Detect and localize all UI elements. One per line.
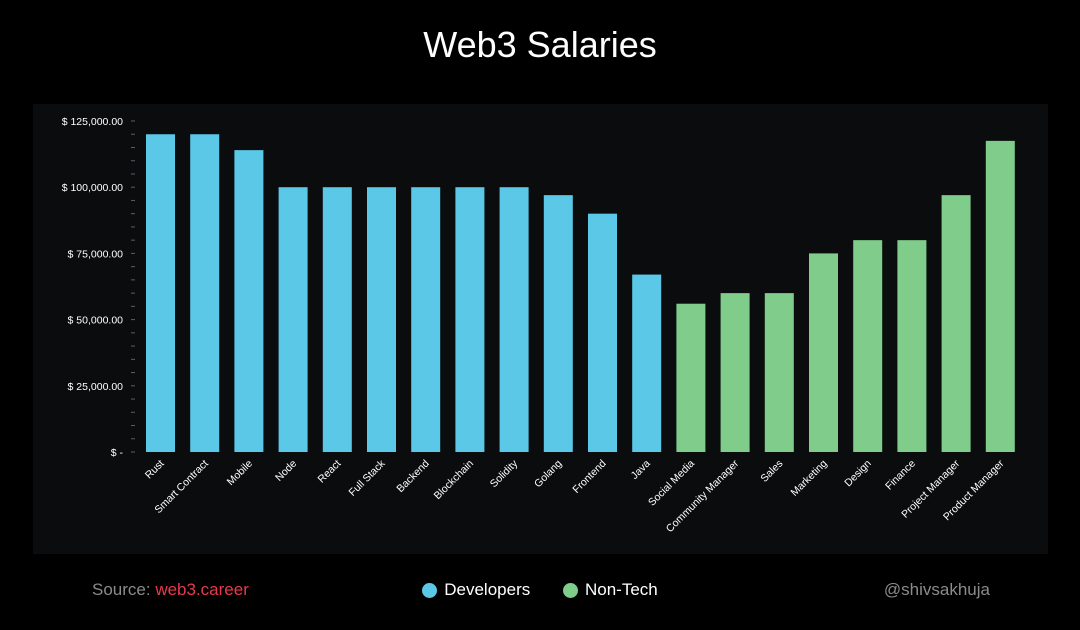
x-tick-label: Full Stack — [347, 457, 389, 499]
bar-finance — [897, 240, 927, 452]
y-tick-label: $ 50,000.00 — [68, 315, 124, 327]
bar-social-media — [676, 303, 706, 452]
bar-mobile — [234, 150, 264, 452]
bar-node — [278, 187, 308, 452]
bar-marketing — [809, 253, 838, 452]
bar-react — [322, 187, 352, 452]
bar-backend — [411, 187, 441, 452]
x-tick-label: Golang — [532, 458, 565, 491]
x-tick-label: Blockchain — [432, 458, 477, 503]
x-tick-label: Java — [629, 458, 653, 482]
x-tick-label: Mobile — [225, 458, 255, 488]
x-tick-label: Marketing — [789, 458, 830, 499]
y-tick-label: $ 100,000.00 — [62, 182, 123, 194]
legend-item-developers: Developers — [422, 578, 530, 602]
bar-design — [853, 240, 883, 452]
bar-full-stack — [367, 187, 396, 452]
x-tick-label: Node — [273, 458, 299, 484]
legend-swatch-developers — [422, 582, 438, 598]
x-tick-label: Solidity — [488, 457, 521, 490]
y-tick-label: $ 75,000.00 — [68, 248, 124, 260]
legend-item-non-tech: Non-Tech — [562, 578, 658, 602]
bar-chart: $ - $ 25,000.00 $ 50,000.00 $ 75,000.00 $ 10… — [62, 116, 1015, 535]
x-tick-label: Finance — [883, 458, 918, 493]
legend-label-developers: Developers — [444, 580, 531, 599]
chart-legend: Developers Non-Tech — [0, 578, 1080, 602]
bar-smart-contract — [190, 134, 220, 453]
x-tick-label: Backend — [394, 458, 431, 495]
bar-project-manager — [941, 195, 971, 453]
bar-product-manager — [985, 140, 1015, 453]
y-tick-label: $ 25,000.00 — [68, 381, 124, 393]
x-tick-label: React — [316, 458, 344, 486]
bar-java — [632, 274, 662, 452]
legend-swatch-non-tech — [562, 582, 578, 598]
x-tick-label: Frontend — [570, 458, 608, 496]
legend-label-non-tech: Non-Tech — [584, 580, 658, 599]
x-tick-label: Rust — [143, 458, 167, 482]
y-tick-label: $ - — [111, 447, 124, 459]
bar-golang — [543, 195, 573, 453]
x-tick-label: Design — [842, 458, 874, 490]
y-tick-label: $ 125,000.00 — [62, 116, 123, 128]
source-credit: Source: web3.career — [92, 578, 249, 602]
bar-community-manager — [720, 293, 750, 452]
author-handle: @shivsakhuja — [883, 580, 990, 599]
chart-title: Web3 Salaries — [423, 24, 657, 65]
bar-frontend — [588, 213, 617, 452]
source-link[interactable]: web3.career — [155, 580, 249, 599]
x-tick-label: Sales — [758, 458, 785, 485]
bar-blockchain — [455, 187, 485, 452]
bar-rust — [146, 134, 175, 453]
bar-solidity — [499, 187, 529, 452]
x-tick-label: Community Manager — [664, 457, 742, 535]
source-prefix: Source: — [92, 580, 156, 599]
bar-sales — [764, 293, 794, 452]
chart-panel: $ - $ 25,000.00 $ 50,000.00 $ 75,000.00 $ 10… — [33, 104, 1048, 554]
